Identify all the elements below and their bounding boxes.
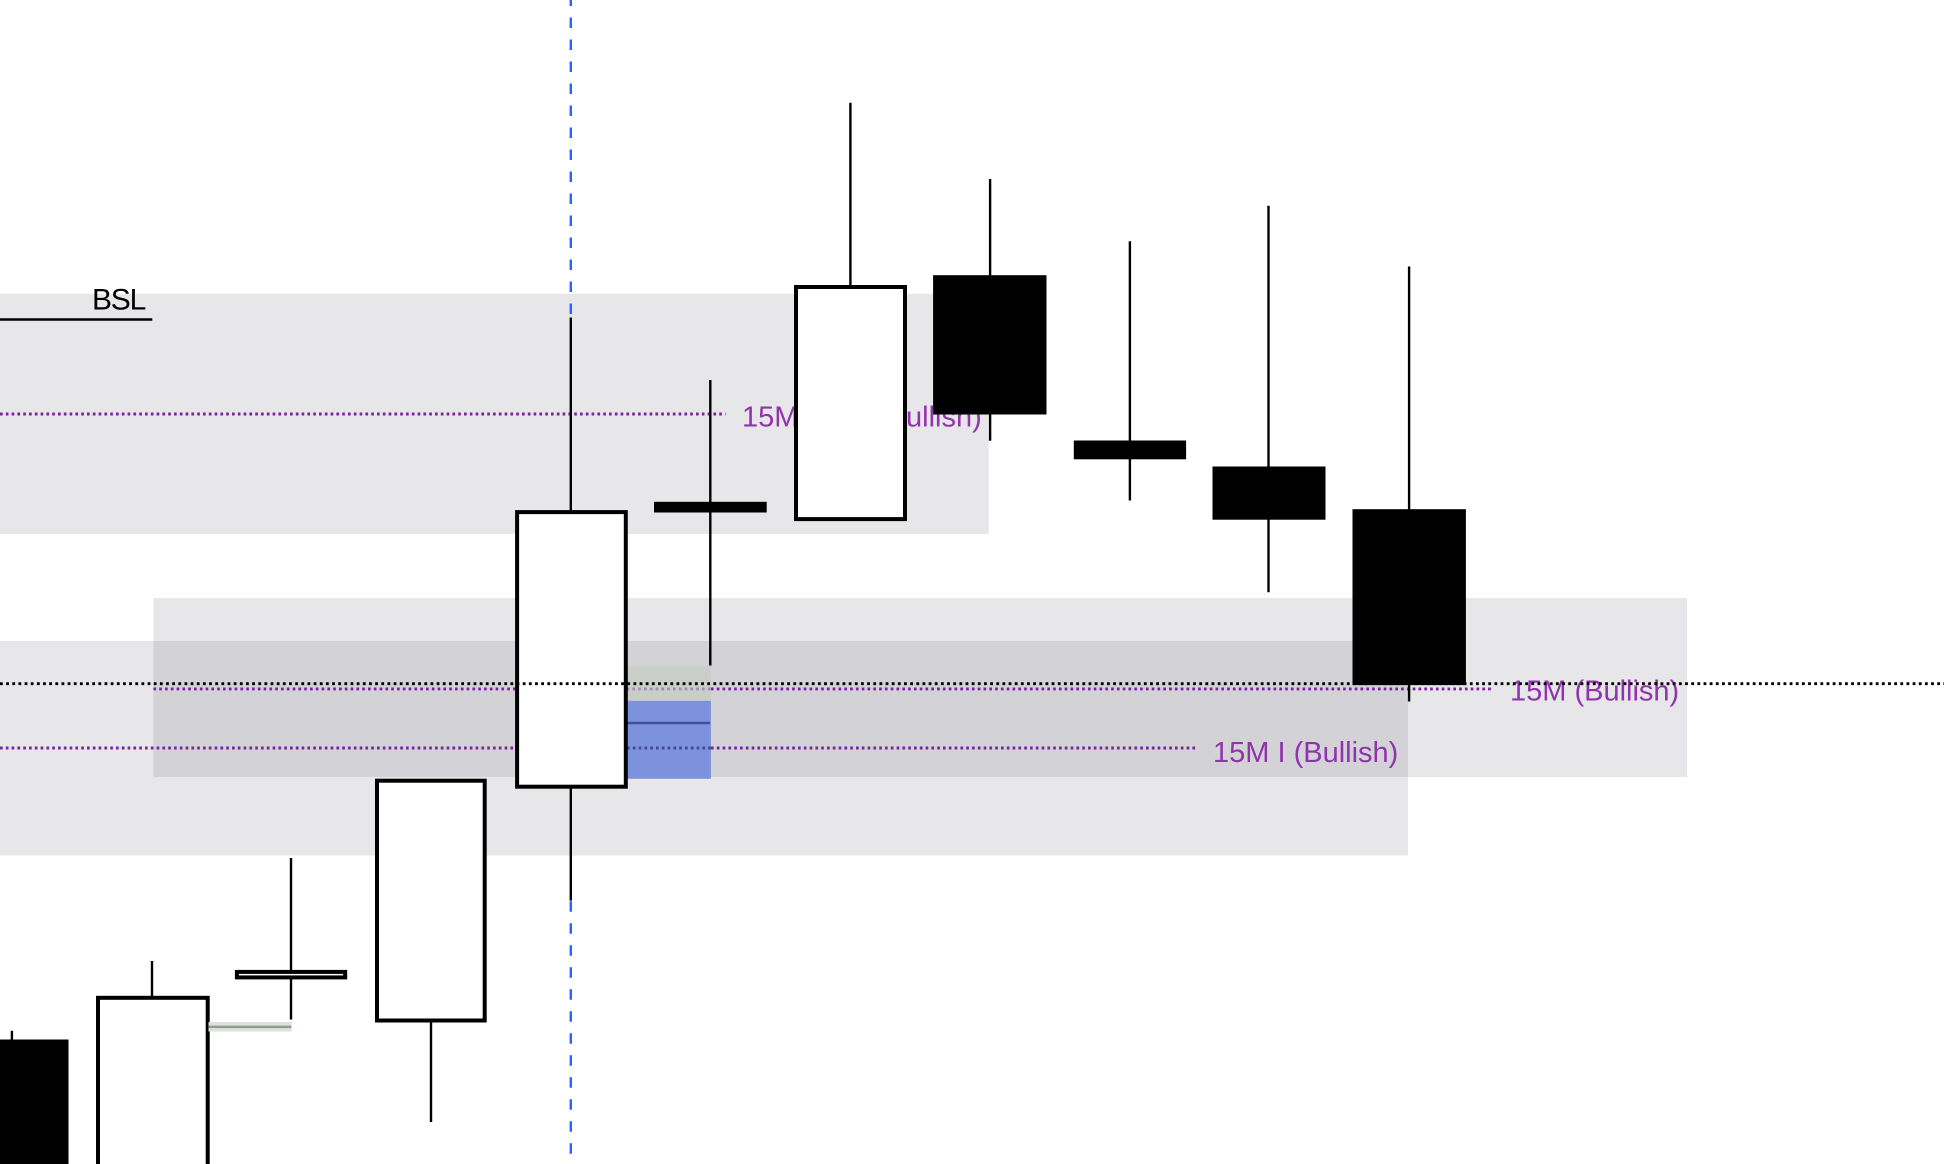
svg-text:15M: 15M xyxy=(742,402,798,434)
svg-text:BSL: BSL xyxy=(92,284,146,317)
svg-text:15M I (Bullish): 15M I (Bullish) xyxy=(1213,737,1398,769)
svg-text:15M (Bullish): 15M (Bullish) xyxy=(1510,676,1679,708)
